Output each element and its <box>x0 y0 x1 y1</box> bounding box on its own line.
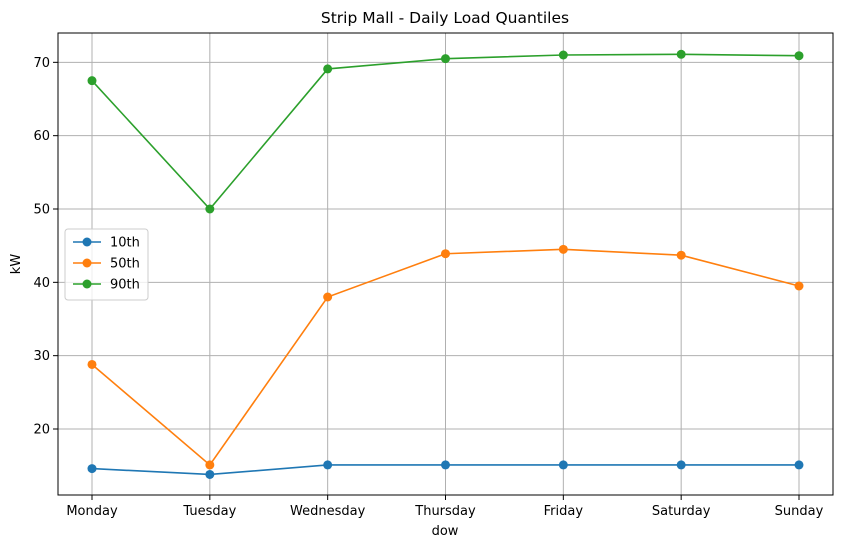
y-tick-label: 70 <box>33 56 50 71</box>
legend-label: 90th <box>110 278 140 293</box>
data-point <box>794 281 804 291</box>
data-point <box>205 460 215 470</box>
data-point <box>87 76 97 86</box>
data-point <box>441 460 450 470</box>
data-point <box>676 49 686 59</box>
legend-swatch-marker <box>82 279 92 289</box>
data-point <box>558 244 568 254</box>
x-tick-label: Tuesday <box>182 504 236 519</box>
x-axis-ticks: Monday Tuesday Wednesday Thursday Friday Satu… <box>66 495 824 519</box>
y-tick-label: 50 <box>33 203 50 218</box>
x-tick-label: Saturday <box>652 504 711 519</box>
data-point <box>676 460 686 470</box>
data-point <box>323 460 333 470</box>
legend: 10th 50th 90th <box>64 228 149 301</box>
legend-label: 50th <box>110 257 140 272</box>
series-10th <box>87 460 804 479</box>
y-tick-label: 20 <box>33 423 50 438</box>
x-axis-label: dow <box>432 524 459 539</box>
y-tick-label: 40 <box>33 276 50 291</box>
data-point <box>205 204 215 214</box>
data-point <box>794 460 804 470</box>
data-point <box>323 292 333 302</box>
legend-item: 10th <box>73 236 140 251</box>
legend-item: 90th <box>73 278 140 293</box>
y-tick-label: 30 <box>33 349 50 364</box>
data-point <box>794 51 804 61</box>
data-point <box>558 460 568 470</box>
x-tick-label: Wednesday <box>290 504 366 519</box>
data-point <box>558 50 568 60</box>
x-tick-label: Monday <box>66 504 118 519</box>
legend-label: 10th <box>110 236 140 251</box>
x-tick-label: Friday <box>544 504 584 519</box>
data-point <box>205 469 215 479</box>
y-axis-label: kW <box>9 254 24 275</box>
series-50th <box>87 244 804 470</box>
data-point <box>441 249 450 259</box>
chart-title: Strip Mall - Daily Load Quantiles <box>321 9 569 27</box>
series-90th <box>87 49 804 214</box>
x-tick-label: Thursday <box>414 504 476 519</box>
legend-item: 50th <box>73 257 140 272</box>
data-point <box>323 64 333 74</box>
legend-swatch-marker <box>82 237 92 247</box>
x-tick-label: Sunday <box>775 504 824 519</box>
legend-swatch-marker <box>82 258 92 268</box>
y-tick-label: 60 <box>33 129 50 144</box>
data-point <box>87 359 97 369</box>
y-axis-ticks: 20 30 40 50 60 70 <box>33 56 58 438</box>
data-point <box>87 464 97 474</box>
series-layer <box>87 49 804 479</box>
data-point <box>441 54 450 64</box>
data-point <box>676 250 686 260</box>
